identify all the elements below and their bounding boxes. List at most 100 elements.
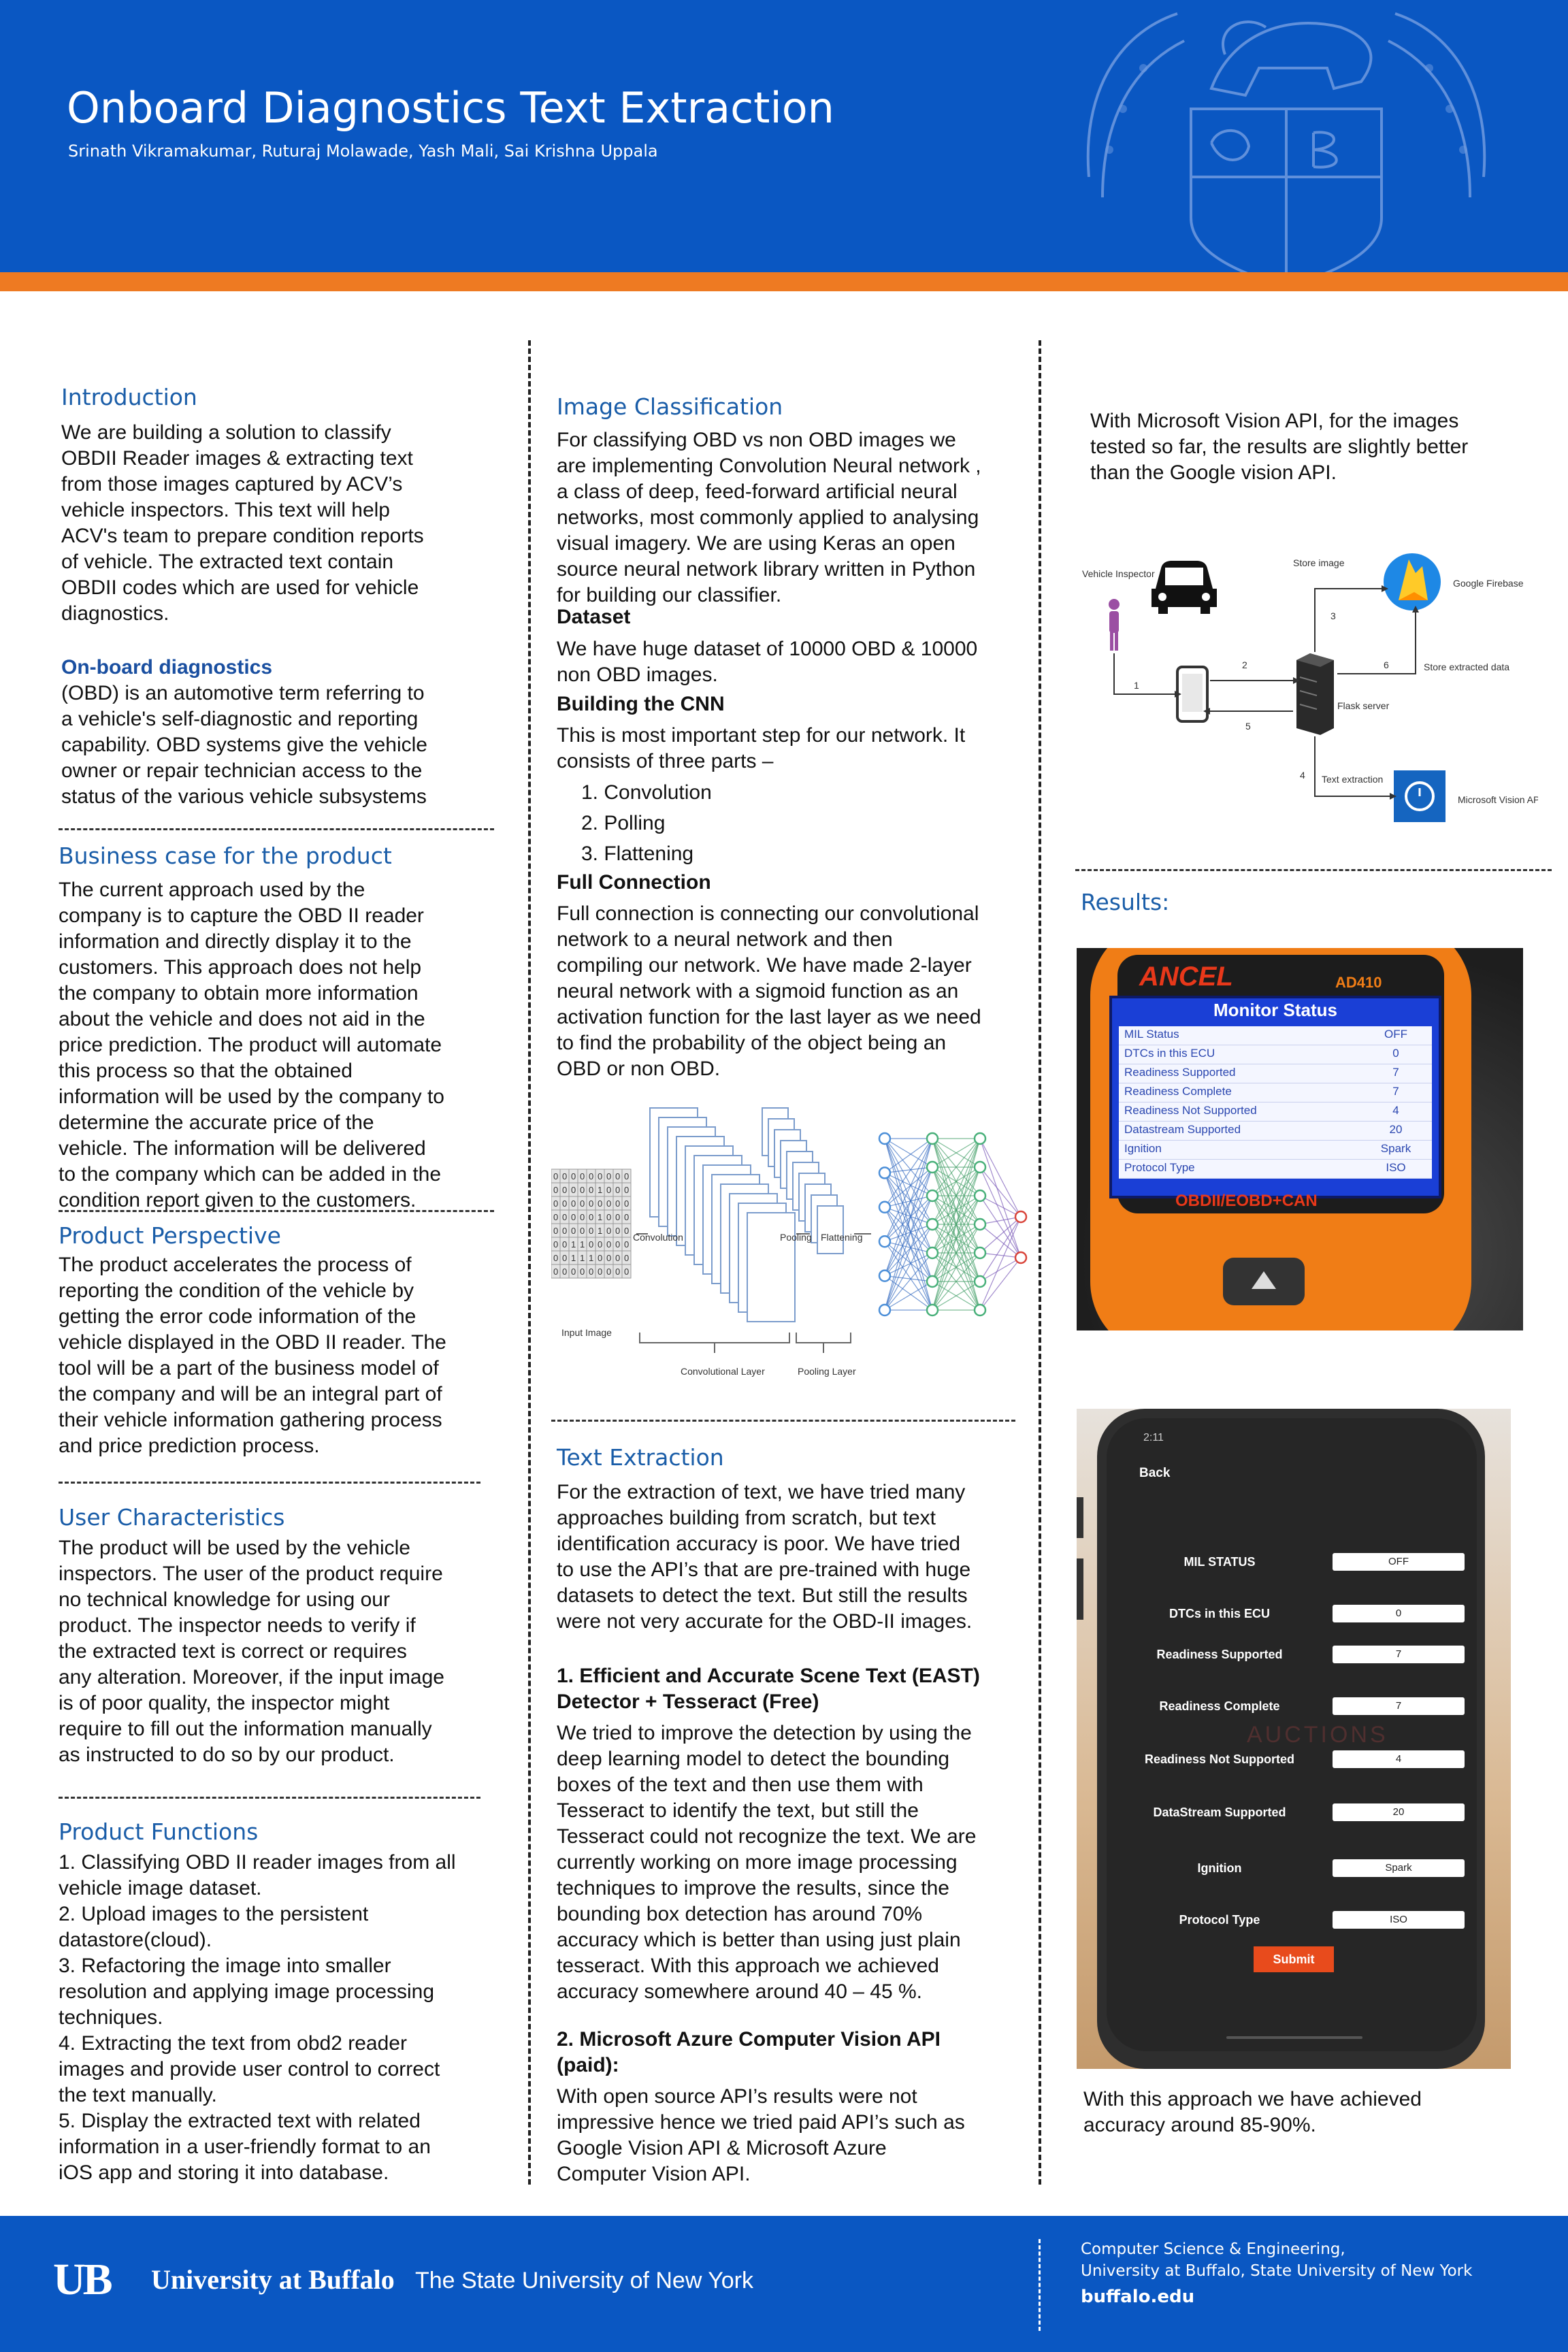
network-connection — [979, 1166, 1022, 1218]
matrix-digit: 0 — [624, 1212, 629, 1222]
reader-data-table: MIL Status OFF DTCs in this ECU 0 Readiness … — [1119, 1026, 1432, 1179]
network-neuron — [878, 1166, 892, 1179]
row-label: MIL Status — [1124, 1028, 1179, 1041]
form-row: Readiness Supported 7 — [1111, 1644, 1478, 1665]
field-label: DataStream Supported — [1153, 1806, 1286, 1819]
network-connection — [884, 1252, 933, 1311]
network-connection — [932, 1252, 981, 1311]
field-value-input[interactable]: 4 — [1333, 1750, 1465, 1768]
matrix-digit: 0 — [606, 1226, 611, 1236]
azure-vision-text: With open source API’s results were not i… — [557, 2085, 965, 2185]
network-connection — [979, 1216, 1022, 1282]
full-connection-text: Full connection is connecting our convol… — [557, 902, 981, 1080]
field-value-input[interactable]: 20 — [1333, 1803, 1465, 1821]
network-connection — [979, 1216, 1022, 1254]
svg-text:6: 6 — [1384, 659, 1389, 670]
university-subtitle: The State University of New York — [415, 2268, 754, 2293]
field-value-input[interactable]: 0 — [1333, 1605, 1465, 1622]
field-value-input[interactable]: OFF — [1333, 1553, 1465, 1571]
pooling-feature-maps — [762, 1107, 844, 1254]
matrix-digit: 1 — [571, 1239, 576, 1250]
subheading-building-cnn: Building the CNN — [557, 693, 725, 715]
phone-time: 2:11 — [1143, 1432, 1164, 1443]
column-divider-left — [528, 340, 531, 2185]
network-neuron — [926, 1303, 939, 1317]
matrix-digit: 0 — [580, 1198, 585, 1209]
obd-reader-photo: ANCEL AD410 Monitor Status MIL Status OFF… — [1077, 948, 1523, 1330]
row-label: Ignition — [1124, 1142, 1162, 1155]
network-connection — [884, 1252, 933, 1277]
matrix-digit: 0 — [615, 1253, 620, 1263]
convolution-feature-maps — [649, 1107, 796, 1322]
matrix-digit: 1 — [589, 1253, 593, 1263]
diagram-brackets — [639, 1333, 851, 1353]
network-connection — [884, 1195, 933, 1276]
footer-divider — [1039, 2239, 1041, 2331]
submit-button[interactable]: Submit — [1254, 1946, 1334, 1972]
field-value-input[interactable]: Spark — [1333, 1859, 1465, 1877]
form-row: MIL STATUS OFF — [1111, 1552, 1478, 1572]
phone-back-button[interactable]: Back — [1139, 1466, 1171, 1480]
home-indicator — [1226, 2036, 1362, 2039]
reader-up-button — [1223, 1258, 1305, 1305]
table-row: Ignition Spark — [1119, 1141, 1432, 1160]
network-connection — [884, 1195, 933, 1208]
section-heading-image-classification: Image Classification — [557, 393, 783, 420]
text-extraction-text: For the extraction of text, we have trie… — [557, 1481, 973, 1633]
section-heading-text-extraction: Text Extraction — [557, 1444, 724, 1471]
matrix-digit: 0 — [553, 1171, 558, 1181]
network-connection — [884, 1195, 933, 1242]
matrix-digit: 0 — [580, 1226, 585, 1236]
network-neuron — [973, 1189, 987, 1203]
matrix-digit: 0 — [562, 1212, 567, 1222]
reader-footer-text: OBDII/EOBD+CAN — [1175, 1192, 1318, 1210]
matrix-digit: 0 — [624, 1253, 629, 1263]
table-row: Readiness Supported 7 — [1119, 1064, 1432, 1083]
matrix-digit: 0 — [615, 1267, 620, 1277]
firebase-icon — [1384, 553, 1441, 610]
matrix-digit: 0 — [598, 1171, 602, 1181]
network-neuron — [878, 1269, 892, 1282]
matrix-digit: 0 — [598, 1253, 602, 1263]
network-connection — [932, 1138, 981, 1196]
network-neuron — [926, 1218, 939, 1231]
matrix-digit: 0 — [606, 1239, 611, 1250]
obd-definition-text: On-board diagnostics (OBD) is an automot… — [61, 656, 427, 808]
footer-banner — [0, 2216, 1568, 2352]
department-line-2: University at Buffalo, State University … — [1081, 2262, 1473, 2280]
network-connection — [979, 1216, 1022, 1225]
network-connection — [884, 1195, 933, 1311]
user-characteristics-text: The product will be used by the vehicle i… — [59, 1537, 444, 1766]
matrix-digit: 0 — [624, 1239, 629, 1250]
matrix-digit: 0 — [624, 1185, 629, 1195]
matrix-cell — [621, 1264, 632, 1279]
row-value: 20 — [1389, 1123, 1403, 1136]
matrix-digit: 0 — [598, 1239, 602, 1250]
network-neuron — [926, 1246, 939, 1260]
label-text-extraction: Text extraction — [1322, 774, 1383, 785]
matrix-digit: 1 — [580, 1253, 585, 1263]
network-connection — [932, 1281, 981, 1311]
row-value: 4 — [1392, 1104, 1399, 1117]
matrix-digit: 0 — [571, 1198, 576, 1209]
fully-connected-network — [878, 1132, 1028, 1317]
field-value-input[interactable]: 7 — [1333, 1697, 1465, 1715]
field-value-input[interactable]: 7 — [1333, 1646, 1465, 1663]
matrix-digit: 0 — [562, 1171, 567, 1181]
table-row: Protocol Type ISO — [1119, 1160, 1432, 1179]
label-vehicle-inspector: Vehicle Inspector — [1082, 568, 1155, 579]
section-divider — [59, 828, 494, 830]
table-row: MIL Status OFF — [1119, 1026, 1432, 1045]
matrix-digit: 0 — [624, 1198, 629, 1209]
form-row: Ignition Spark — [1111, 1858, 1478, 1878]
matrix-digit: 1 — [598, 1185, 602, 1195]
cnn-architecture-diagram: 0 0 0 0 0 0 0 0 00 0 0 0 0 1 0 0 00 0 0 0 0 0 0 0 00 0 0 0 0 1 0 0 00 0 0 0… — [551, 1107, 1028, 1377]
form-row: Protocol Type ISO — [1111, 1910, 1478, 1930]
label-microsoft-vision-api: Microsoft Vision API — [1458, 794, 1538, 805]
footer-url[interactable]: buffalo.edu — [1081, 2287, 1195, 2307]
matrix-digit: 0 — [580, 1171, 585, 1181]
network-connection — [884, 1138, 933, 1276]
field-value-input[interactable]: ISO — [1333, 1911, 1465, 1929]
cnn-steps-list: 1. Convolution 2. Polling 3. Flattening — [581, 777, 712, 869]
matrix-digit: 0 — [589, 1212, 593, 1222]
